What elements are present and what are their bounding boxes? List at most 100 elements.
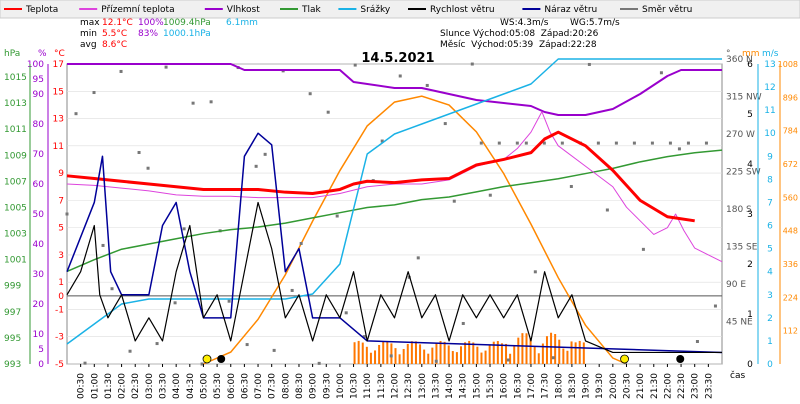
wind-dir-dot bbox=[677, 147, 681, 151]
precip-bar bbox=[521, 333, 524, 364]
axis-c-tick: 5 bbox=[58, 224, 64, 234]
x-tick-label: 07:00 bbox=[254, 373, 264, 399]
precip-bar bbox=[357, 340, 360, 364]
axes: 9939959979991001100310051007100910111013… bbox=[4, 55, 798, 399]
stats-max-press: 1009.4hPa bbox=[163, 18, 211, 28]
wind-dir-dot bbox=[650, 141, 654, 145]
wind-dir-dot bbox=[128, 349, 132, 353]
axis-pct-tick: 80 bbox=[33, 120, 45, 130]
x-tick-label: 02:30 bbox=[131, 373, 141, 399]
axis-deg-tick: 225 SW bbox=[726, 168, 761, 178]
axis-hpa-tick: 995 bbox=[4, 334, 21, 344]
x-tick-label: 07:30 bbox=[268, 373, 278, 399]
legend-label: Vlhkost bbox=[227, 5, 260, 15]
x-tick-label: 13:00 bbox=[418, 373, 428, 399]
axis-pct-tick: 10 bbox=[33, 330, 45, 340]
axis-wm2-tick: 224 bbox=[783, 293, 798, 302]
wind-dir-dot bbox=[524, 141, 528, 145]
precip-bar bbox=[562, 348, 565, 364]
x-tick-label: 20:00 bbox=[609, 373, 619, 399]
x-tick-label: 02:00 bbox=[118, 373, 128, 399]
axis-deg-tick: 270 W bbox=[726, 130, 755, 140]
axis-hpa-tick: 1007 bbox=[4, 177, 27, 187]
axis-ms-tick: 4 bbox=[767, 268, 773, 278]
precip-bar bbox=[566, 350, 569, 364]
axis-ms-tick: 9 bbox=[767, 152, 773, 162]
wind-dir-dot bbox=[704, 141, 708, 145]
precip-bar bbox=[460, 346, 462, 364]
precip-bar bbox=[398, 354, 401, 364]
wind-dir-dot bbox=[497, 141, 501, 145]
axis-hpa-tick: 1013 bbox=[4, 99, 27, 109]
axis-ms-tick: 0 bbox=[767, 360, 773, 370]
moonset-marker bbox=[676, 355, 685, 363]
x-tick-label: 01:00 bbox=[90, 373, 100, 399]
x-tick-label: 16:30 bbox=[513, 373, 523, 399]
wind-dir-dot bbox=[290, 288, 294, 292]
precip-bar bbox=[353, 342, 356, 364]
legend-label: Rychlost větru bbox=[430, 5, 495, 15]
wind-dir-dot bbox=[200, 362, 204, 366]
wind-dir-dot bbox=[659, 71, 663, 75]
axis-deg-tick: 360 N bbox=[726, 55, 753, 65]
wind-dir-dot bbox=[605, 208, 609, 212]
wind-dir-dot bbox=[83, 361, 87, 365]
axis-hpa-tick: 1011 bbox=[4, 125, 27, 135]
axis-ms-tick: 7 bbox=[767, 198, 773, 208]
series-solar-line bbox=[203, 95, 627, 365]
x-tick-label: 04:30 bbox=[186, 373, 196, 399]
axis-pct-tick: 40 bbox=[33, 240, 45, 250]
wind-dir-dot bbox=[551, 356, 555, 360]
axis-deg-tick: 135 SE bbox=[726, 243, 758, 253]
precip-bar bbox=[525, 333, 528, 364]
axis-hpa-tick: 997 bbox=[4, 308, 21, 318]
stats-wind-gust: WG:5.7m/s bbox=[570, 18, 620, 28]
wind-dir-dot bbox=[425, 83, 429, 87]
axis-hpa-tick: 1005 bbox=[4, 203, 27, 213]
axis-mm-tick: 6 bbox=[747, 60, 753, 70]
precip-bar bbox=[435, 343, 438, 364]
precip-bar bbox=[505, 343, 508, 364]
wind-dir-dot bbox=[470, 62, 474, 66]
axis-ms-tick: 13 bbox=[764, 60, 775, 70]
axis-mm-tick: 2 bbox=[747, 260, 753, 270]
axis-c-tick: 3 bbox=[58, 251, 64, 261]
wind-dir-dot bbox=[416, 256, 420, 260]
axis-ms-tick: 2 bbox=[767, 314, 773, 324]
wind-dir-dot bbox=[398, 74, 402, 78]
series-line-teplota bbox=[66, 130, 695, 223]
precip-bar bbox=[419, 344, 422, 364]
x-tick-label: 03:00 bbox=[145, 373, 155, 399]
axis-wm2-tick: 448 bbox=[783, 227, 798, 236]
stats-sun: Slunce Východ:05:08 Západ:20:26 bbox=[440, 29, 599, 39]
precip-bar bbox=[492, 341, 495, 364]
wind-dir-dot bbox=[164, 65, 168, 69]
precip-bar bbox=[582, 342, 585, 364]
axis-ms-tick: 1 bbox=[767, 337, 773, 347]
wind-dir-dot bbox=[209, 100, 213, 104]
legend-label: Přízemní teplota bbox=[101, 5, 174, 15]
series-line-rychlost-v-tru bbox=[66, 201, 722, 354]
x-tick-label: 18:30 bbox=[568, 373, 578, 399]
stats-min-label: min bbox=[80, 29, 97, 39]
wind-dir-dot bbox=[596, 141, 600, 145]
plot-frame bbox=[66, 63, 723, 365]
stats-moon: Měsíc Východ:05:39 Západ:22:28 bbox=[440, 40, 597, 50]
wind-dir-dot bbox=[668, 141, 672, 145]
precip-bar bbox=[451, 351, 454, 364]
wind-dir-dot bbox=[74, 112, 78, 116]
wind-dir-dot bbox=[308, 92, 312, 96]
x-tick-label: 11:30 bbox=[377, 373, 387, 399]
legend-label: Srážky bbox=[360, 5, 391, 15]
wind-dir-dot bbox=[641, 247, 645, 251]
x-tick-label: 04:00 bbox=[172, 373, 182, 399]
x-tick-label: 09:30 bbox=[322, 373, 332, 399]
precip-bar bbox=[455, 352, 458, 364]
axis-mm-tick: 1 bbox=[747, 310, 753, 320]
axis-pct-tick: 20 bbox=[33, 300, 45, 310]
axis-pct-tick: 90 bbox=[33, 90, 45, 100]
wind-dir-dot bbox=[479, 141, 483, 145]
x-tick-label: 16:00 bbox=[500, 373, 510, 399]
wind-dir-dot bbox=[533, 270, 537, 274]
wind-dir-dot bbox=[146, 166, 150, 170]
